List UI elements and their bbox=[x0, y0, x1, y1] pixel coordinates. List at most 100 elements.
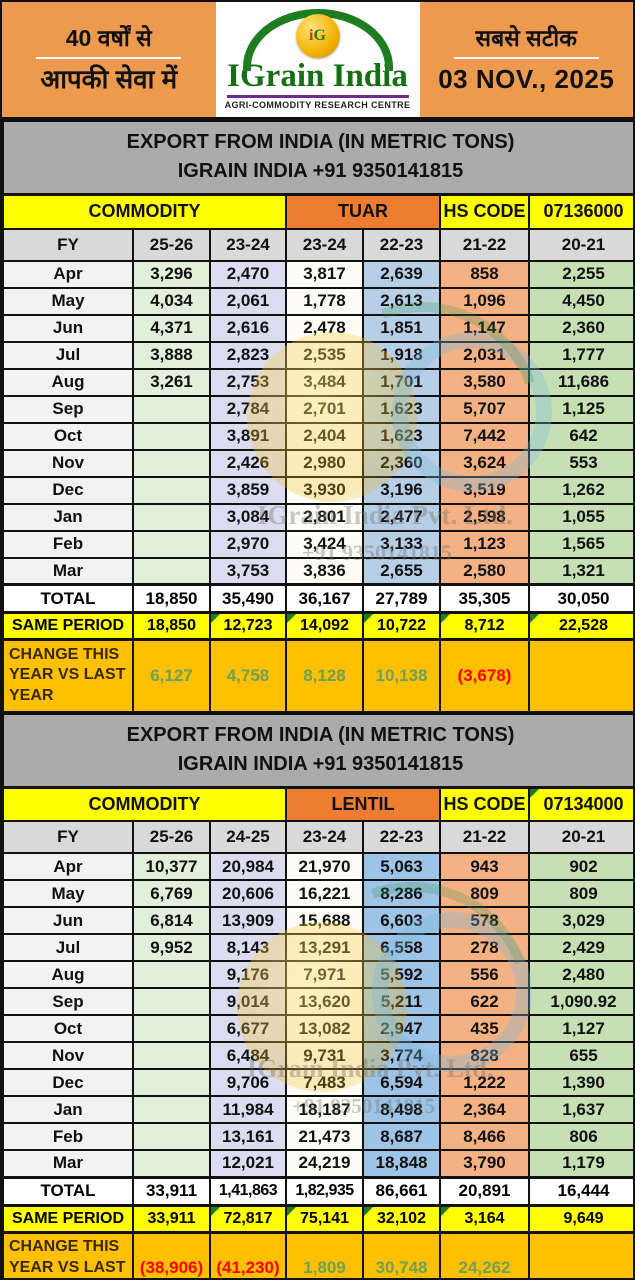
tagline-divider bbox=[453, 56, 599, 59]
change-value-cell: 8,128 bbox=[285, 638, 364, 713]
total-value-cell: 35,490 bbox=[209, 583, 287, 614]
month-cell: Mar bbox=[2, 556, 134, 586]
commodity-label: COMMODITY bbox=[2, 193, 287, 230]
value-cell bbox=[132, 1122, 211, 1151]
total-value-cell: 18,850 bbox=[132, 583, 211, 614]
value-cell: 1,565 bbox=[527, 529, 633, 559]
value-cell: 16,221 bbox=[285, 879, 364, 908]
table-title-row: EXPORT FROM INDIA (IN METRIC TONS) IGRAI… bbox=[2, 712, 633, 789]
month-cell: Jul bbox=[2, 340, 134, 370]
value-cell: 3,859 bbox=[209, 475, 287, 505]
value-cell: 20,606 bbox=[209, 879, 287, 908]
value-cell: 3,133 bbox=[362, 529, 441, 559]
change-value-cell bbox=[527, 638, 633, 713]
value-cell: 1,262 bbox=[527, 475, 633, 505]
value-cell: 9,952 bbox=[132, 933, 211, 962]
commodity-label: COMMODITY bbox=[2, 786, 287, 822]
value-cell: 3,753 bbox=[209, 556, 287, 586]
total-value-cell: 86,661 bbox=[362, 1175, 441, 1206]
export-table-tuar: EXPORT FROM INDIA (IN METRIC TONS) IGRAI… bbox=[2, 120, 633, 713]
change-value-cell: 1,809 bbox=[285, 1230, 364, 1278]
commodity-name: TUAR bbox=[285, 193, 441, 230]
value-cell: 9,014 bbox=[209, 987, 287, 1016]
value-cell: 13,082 bbox=[285, 1014, 364, 1043]
value-cell: 2,823 bbox=[209, 340, 287, 370]
value-cell: 1,701 bbox=[362, 367, 441, 397]
value-cell: 1,147 bbox=[439, 313, 530, 343]
total-value-cell: 20,891 bbox=[439, 1175, 530, 1206]
value-cell: 3,790 bbox=[439, 1149, 530, 1178]
value-cell bbox=[132, 529, 211, 559]
month-cell: Oct bbox=[2, 421, 134, 451]
value-cell: 10,377 bbox=[132, 852, 211, 881]
value-cell bbox=[132, 960, 211, 989]
value-cell: 3,580 bbox=[439, 367, 530, 397]
logo-underline bbox=[226, 95, 409, 98]
same-period-value-cell: 12,723 bbox=[209, 611, 287, 641]
value-cell: 2,639 bbox=[362, 259, 441, 289]
value-cell: 1,179 bbox=[527, 1149, 633, 1178]
value-cell: 828 bbox=[439, 1041, 530, 1070]
value-cell bbox=[132, 421, 211, 451]
change-row: CHANGE THIS YEAR VS LAST YEAR(38,906)(41… bbox=[2, 1230, 633, 1278]
value-cell bbox=[132, 1095, 211, 1124]
value-cell: 2,947 bbox=[362, 1014, 441, 1043]
table-contact: IGRAIN INDIA +91 9350141815 bbox=[177, 752, 464, 775]
value-cell: 13,161 bbox=[209, 1122, 287, 1151]
value-cell: 1,918 bbox=[362, 340, 441, 370]
change-label: CHANGE THIS YEAR VS LAST YEAR bbox=[2, 1230, 134, 1278]
value-cell: 6,484 bbox=[209, 1041, 287, 1070]
value-cell: 578 bbox=[439, 906, 530, 935]
change-value-cell: (41,230) bbox=[209, 1230, 287, 1278]
value-cell: 3,817 bbox=[285, 259, 364, 289]
month-cell: Sep bbox=[2, 394, 134, 424]
tagline: सबसे सटीक bbox=[475, 25, 577, 52]
month-cell: May bbox=[2, 286, 134, 316]
change-value-cell: 24,262 bbox=[439, 1230, 530, 1278]
logo-monogram-g: G bbox=[313, 27, 326, 44]
logo-subtitle: AGRI-COMMODITY RESEARCH CENTRE bbox=[224, 100, 411, 110]
fiscal-year-header-row: FY 25-26 23-24 23-24 22-23 21-22 20-21 bbox=[2, 227, 633, 262]
slogan-divider bbox=[36, 56, 182, 59]
value-cell: 9,731 bbox=[285, 1041, 364, 1070]
month-row: Feb 2,970 3,424 3,133 1,123 1,565 bbox=[2, 529, 633, 559]
value-cell: 8,687 bbox=[362, 1122, 441, 1151]
year-col-header: 21-22 bbox=[439, 227, 530, 262]
value-cell: 2,970 bbox=[209, 529, 287, 559]
month-row: Dec 3,859 3,930 3,196 3,519 1,262 bbox=[2, 475, 633, 505]
year-col-header: 23-24 bbox=[285, 227, 364, 262]
month-cell: Sep bbox=[2, 987, 134, 1016]
value-cell: 622 bbox=[439, 987, 530, 1016]
value-cell: 5,211 bbox=[362, 987, 441, 1016]
value-cell: 2,535 bbox=[285, 340, 364, 370]
hs-code-label: HS CODE bbox=[439, 786, 530, 822]
value-cell: 2,784 bbox=[209, 394, 287, 424]
month-row: Aug 9,176 7,971 5,592 556 2,480 bbox=[2, 960, 633, 989]
value-cell bbox=[132, 502, 211, 532]
month-row: Nov 6,484 9,731 3,774 828 655 bbox=[2, 1041, 633, 1070]
month-row: Mar 12,021 24,219 18,848 3,790 1,179 bbox=[2, 1149, 633, 1178]
same-period-row: SAME PERIOD 18,850 12,723 14,092 10,722 8,712… bbox=[2, 611, 633, 641]
value-cell: 1,127 bbox=[527, 1014, 633, 1043]
value-cell: 1,090.92 bbox=[527, 987, 633, 1016]
value-cell: 6,677 bbox=[209, 1014, 287, 1043]
table-title: EXPORT FROM INDIA (IN METRIC TONS) bbox=[126, 131, 515, 153]
month-cell: Feb bbox=[2, 1122, 134, 1151]
value-cell: 21,473 bbox=[285, 1122, 364, 1151]
same-period-value-cell: 75,141 bbox=[285, 1203, 364, 1233]
value-cell: 1,390 bbox=[527, 1068, 633, 1097]
value-cell bbox=[132, 448, 211, 478]
year-col-header: 24-25 bbox=[209, 820, 287, 854]
value-cell: 1,851 bbox=[362, 313, 441, 343]
month-row: Sep 2,784 2,701 1,623 5,707 1,125 bbox=[2, 394, 633, 424]
value-cell: 902 bbox=[527, 852, 633, 881]
month-row: Jun 4,371 2,616 2,478 1,851 1,147 2,360 bbox=[2, 313, 633, 343]
value-cell bbox=[132, 987, 211, 1016]
month-cell: Jul bbox=[2, 933, 134, 962]
value-cell: 24,219 bbox=[285, 1149, 364, 1178]
value-cell: 943 bbox=[439, 852, 530, 881]
month-row: Oct 3,891 2,404 1,623 7,442 642 bbox=[2, 421, 633, 451]
value-cell: 1,055 bbox=[527, 502, 633, 532]
header-left-slogan: 40 वर्षों से आपकी सेवा में bbox=[2, 2, 216, 117]
